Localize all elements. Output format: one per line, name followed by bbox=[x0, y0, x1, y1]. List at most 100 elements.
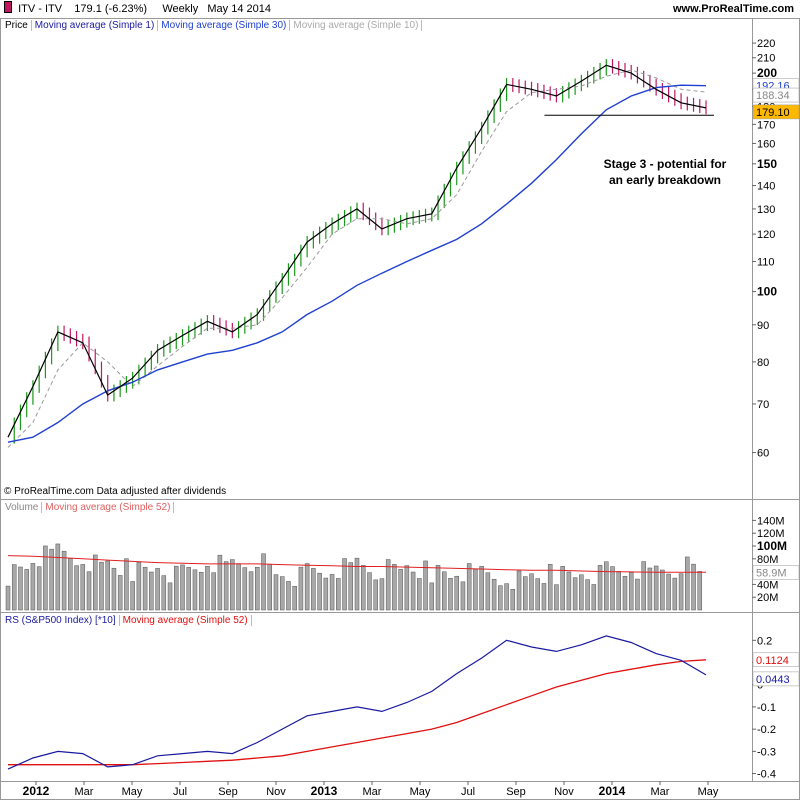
volume-bar bbox=[697, 571, 703, 611]
volume-bar bbox=[691, 563, 696, 611]
volume-bar bbox=[473, 568, 478, 611]
volume-bar bbox=[604, 561, 609, 611]
ma10-value-label-bg bbox=[752, 87, 800, 103]
volume-bar bbox=[273, 574, 279, 611]
ma10-value-label: 188.34 bbox=[756, 90, 790, 102]
rs-axis-label: -0.2 bbox=[757, 724, 776, 736]
volume-bar bbox=[485, 572, 491, 611]
volume-bar bbox=[223, 561, 229, 611]
x-axis-label: May bbox=[698, 786, 719, 798]
volume-bar bbox=[217, 554, 223, 611]
x-axis-label: Nov bbox=[554, 786, 574, 798]
quote-text: 179.1 (-6.23%) bbox=[74, 3, 148, 15]
last-price-label-bg bbox=[752, 104, 800, 120]
volume-bar bbox=[554, 584, 559, 611]
volume-bar bbox=[155, 568, 160, 611]
x-axis-label: Mar bbox=[651, 786, 670, 798]
legend-ma30[interactable]: Moving average (Simple 30) bbox=[158, 20, 291, 31]
rs-value-label-bg bbox=[752, 671, 800, 687]
volume-bar bbox=[43, 545, 48, 611]
volume-bar bbox=[410, 571, 416, 611]
volume-bar bbox=[523, 576, 528, 611]
volume-bar bbox=[255, 566, 260, 611]
volume-bar bbox=[647, 567, 653, 611]
volume-ma-line bbox=[7, 555, 707, 573]
volume-bar bbox=[205, 565, 210, 611]
legend-ma10[interactable]: Moving average (Simple 10) bbox=[290, 20, 423, 31]
volume-bar bbox=[547, 564, 553, 611]
price-axis-label: 210 bbox=[757, 53, 775, 65]
copyright-note: © ProRealTime.com Data adjusted after di… bbox=[4, 486, 227, 497]
volume-bar bbox=[230, 559, 235, 611]
price-axis-label: 70 bbox=[757, 399, 769, 411]
legend-volume[interactable]: Volume bbox=[2, 502, 43, 513]
x-axis-label: Jul bbox=[461, 786, 475, 798]
volume-bar bbox=[5, 585, 11, 611]
volume-bar bbox=[111, 567, 117, 611]
volume-bar bbox=[572, 577, 578, 611]
volume-bar bbox=[261, 553, 266, 611]
ticker-title: ITV - ITV bbox=[18, 3, 63, 15]
volume-bar bbox=[298, 566, 304, 611]
outer-frame bbox=[0, 18, 800, 800]
price-axis-label: 170 bbox=[757, 119, 775, 131]
chart-header: ITV - ITV 179.1 (-6.23%) Weekly May 14 2… bbox=[0, 0, 800, 18]
legend-ma1[interactable]: Moving average (Simple 1) bbox=[31, 20, 159, 31]
volume-bar bbox=[529, 573, 534, 611]
volume-bar bbox=[628, 572, 634, 611]
x-axis-label: 2014 bbox=[599, 784, 626, 798]
axes-layer: 2202102001901801701601501401301201101009… bbox=[23, 38, 800, 798]
rs-ma-value-label-bg bbox=[752, 652, 800, 668]
volume-bar bbox=[423, 560, 428, 611]
volume-bar bbox=[61, 550, 67, 611]
volume-bar bbox=[105, 560, 110, 611]
legend-volume-ma[interactable]: Moving average (Simple 52) bbox=[42, 502, 175, 513]
volume-bar bbox=[579, 574, 584, 611]
volume-bar bbox=[55, 543, 61, 611]
ma30-line bbox=[7, 84, 707, 443]
volume-bar bbox=[367, 572, 372, 611]
legend-rs-ma[interactable]: Moving average (Simple 52) bbox=[119, 615, 252, 626]
volume-bar bbox=[192, 569, 198, 611]
volume-bar bbox=[198, 571, 204, 611]
legend-rs[interactable]: RS (S&P500 Index) [*10] bbox=[2, 615, 120, 626]
volume-bar bbox=[292, 586, 297, 611]
price-layer bbox=[7, 59, 714, 448]
volume-bar bbox=[242, 567, 248, 611]
volume-axis-label: 100M bbox=[757, 539, 787, 553]
volume-bar bbox=[36, 566, 42, 611]
volume-bar bbox=[566, 571, 572, 611]
volume-bar bbox=[336, 578, 341, 611]
volume-bar bbox=[180, 564, 185, 611]
volume-bar bbox=[186, 567, 191, 611]
x-axis-label: Sep bbox=[218, 786, 238, 798]
site-link[interactable]: www.ProRealTime.com bbox=[672, 3, 794, 15]
rs-value-label: 0.0443 bbox=[756, 674, 790, 686]
price-axis-label: 120 bbox=[757, 229, 775, 241]
volume-ma-label-bg bbox=[752, 565, 800, 580]
x-axis-label: Mar bbox=[75, 786, 94, 798]
volume-ma-label: 58.9M bbox=[756, 567, 787, 579]
volume-bar bbox=[560, 566, 565, 611]
rs-layer bbox=[7, 635, 707, 770]
volume-bar bbox=[136, 562, 142, 611]
x-axis-label: 2013 bbox=[311, 784, 338, 798]
volume-bar bbox=[635, 578, 640, 611]
volume-bar bbox=[130, 581, 135, 611]
stage-annotation: Stage 3 - potential for an early breakdo… bbox=[603, 157, 727, 187]
volume-bar bbox=[267, 563, 272, 611]
volume-bar bbox=[454, 575, 459, 611]
volume-bar bbox=[448, 577, 453, 611]
volume-legend: Volume Moving average (Simple 52) bbox=[2, 501, 175, 514]
price-axis-label: 90 bbox=[757, 320, 769, 332]
price-axis-label: 60 bbox=[757, 448, 769, 460]
volume-bar bbox=[398, 568, 403, 611]
volume-bar bbox=[93, 554, 98, 611]
legend-price[interactable]: Price bbox=[2, 20, 32, 31]
volume-bar bbox=[392, 564, 397, 611]
period-label: Weekly bbox=[162, 3, 199, 15]
rs-axis-label: -0.3 bbox=[757, 746, 776, 758]
volume-bar bbox=[68, 558, 73, 611]
volume-bar bbox=[666, 573, 671, 611]
volume-axis-label: 20M bbox=[757, 592, 778, 604]
